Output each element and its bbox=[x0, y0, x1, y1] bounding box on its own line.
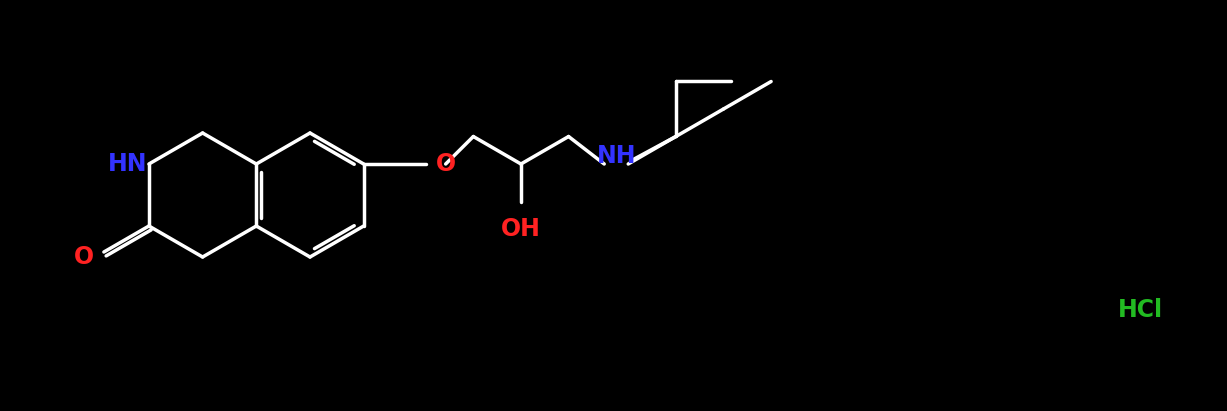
Text: OH: OH bbox=[501, 217, 541, 241]
Text: O: O bbox=[74, 245, 94, 269]
Text: O: O bbox=[436, 152, 455, 176]
Text: HCl: HCl bbox=[1118, 298, 1162, 322]
Text: NH: NH bbox=[596, 144, 636, 168]
Text: HN: HN bbox=[108, 152, 147, 176]
